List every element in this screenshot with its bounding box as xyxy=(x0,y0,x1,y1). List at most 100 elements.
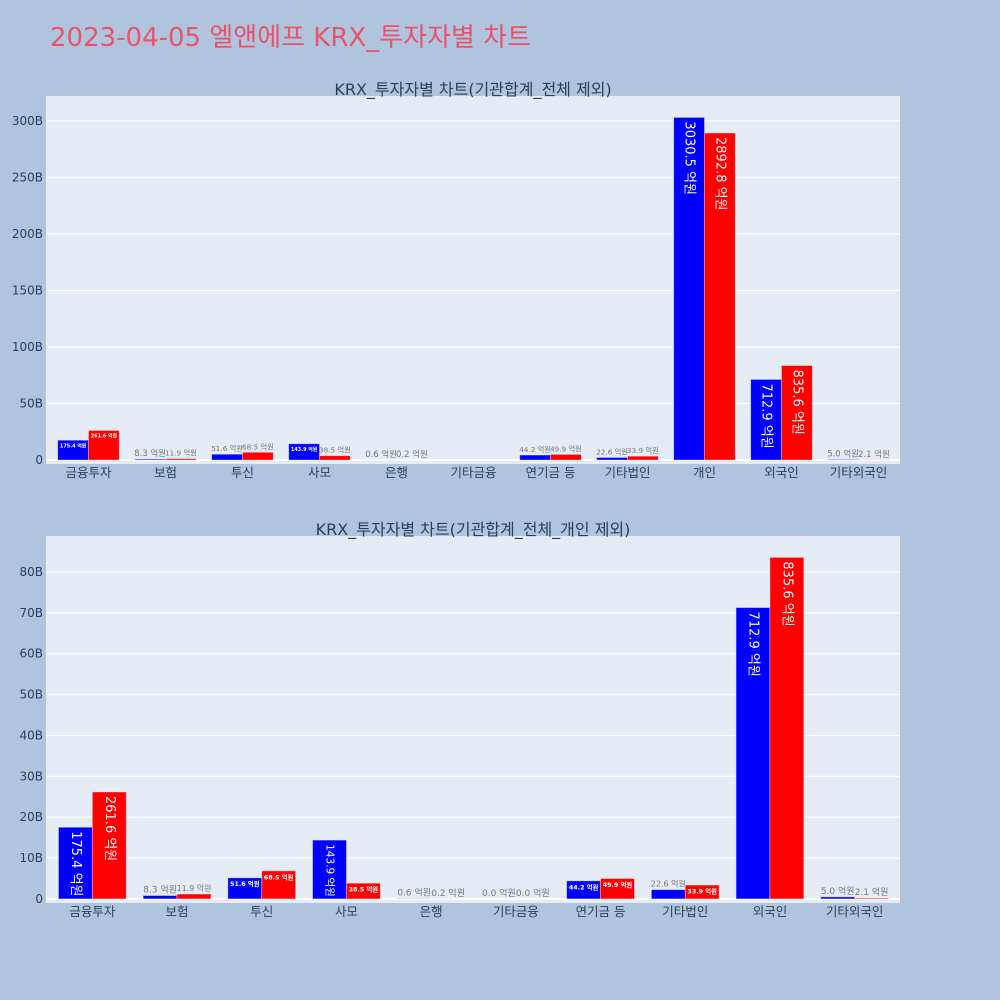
bar-value-label: 8.3 억원 xyxy=(143,884,177,896)
x-tick-label: 기타외국인 xyxy=(830,465,888,480)
y-tick-label: 50B xyxy=(19,688,43,702)
x-tick-label: 기타외국인 xyxy=(826,904,884,919)
chart-title: KRX_투자자별 차트(기관합계_전체_개인 제외) xyxy=(316,520,631,540)
bar-value-label: 175.4 억원 xyxy=(68,831,83,896)
bar-value-label: 68.5 억원 xyxy=(242,442,274,451)
y-tick-label: 50B xyxy=(19,397,43,411)
bar-value-label: 2.1 억원 xyxy=(858,449,890,459)
bar-value-label: 44.2 억원 xyxy=(569,882,599,891)
bar-value-label: 11.9 억원 xyxy=(165,449,197,458)
x-tick-label: 외국인 xyxy=(764,465,799,480)
bar-value-label: 712.9 억원 xyxy=(746,612,761,677)
chart-title: KRX_투자자별 차트(기관합계_전체 제외) xyxy=(334,80,611,100)
bar-value-label: 0.6 억원 xyxy=(365,449,397,459)
x-tick-label: 연기금 등 xyxy=(576,904,626,919)
y-tick-label: 80B xyxy=(19,565,43,579)
y-tick-label: 0 xyxy=(35,892,43,906)
bar-red xyxy=(854,897,889,900)
bar-red xyxy=(261,870,297,900)
chart-investor-excl-total: KRX_투자자별 차트(기관합계_전체 제외) 0 50B 100B 150B 200B 2… xyxy=(12,80,900,480)
bar-value-label: 51.6 억원 xyxy=(211,444,243,453)
bar-red xyxy=(704,132,736,461)
bar-red xyxy=(600,878,635,900)
bar-blue xyxy=(750,379,782,461)
bar-value-label: 22.6 억원 xyxy=(651,879,686,889)
bar-blue xyxy=(519,454,551,461)
bar-value-label: 44.2 억원 xyxy=(519,445,551,454)
bar-value-label: 22.6 억원 xyxy=(596,447,628,456)
bar-value-label: 261.6 억원 xyxy=(102,796,117,861)
bar-blue xyxy=(312,839,347,900)
bar-value-label: 49.9 억원 xyxy=(550,444,582,453)
x-tick-label: 기타법인 xyxy=(662,904,708,919)
bar-value-label: 51.6 억원 xyxy=(230,879,260,888)
x-tick-label: 금융투자 xyxy=(65,465,112,480)
bar-blue xyxy=(596,457,628,461)
page-title: 2023-04-05 엘앤에프 KRX_투자자별 차트 xyxy=(50,23,532,53)
bar-value-label: 143.9 억원 xyxy=(291,446,318,453)
bar-blue xyxy=(735,607,771,900)
bar-red xyxy=(627,455,659,461)
bar-value-label: 835.6 억원 xyxy=(789,370,804,435)
x-tick-label: 은행 xyxy=(420,904,443,919)
x-tick-label: 기타금융 xyxy=(450,465,496,480)
x-tick-label: 사모 xyxy=(308,465,331,480)
y-tick-label: 100B xyxy=(12,340,43,354)
y-tick-label: 200B xyxy=(12,227,43,241)
bar-red xyxy=(769,557,805,900)
bar-red xyxy=(781,365,813,461)
y-tick-label: 70B xyxy=(19,606,43,620)
y-tick-label: 30B xyxy=(19,769,43,783)
bar-red xyxy=(242,451,274,461)
bar-value-label: 0.0 억원 xyxy=(482,887,516,899)
bar-blue xyxy=(134,458,166,461)
bar-blue xyxy=(827,459,859,461)
bar-value-label: 835.6 억원 xyxy=(779,561,794,626)
bar-red xyxy=(165,458,197,461)
bar-value-label: 49.9 억원 xyxy=(603,880,633,889)
x-tick-label: 금융투자 xyxy=(69,904,116,919)
y-tick-label: 40B xyxy=(19,728,43,742)
bar-value-label: 0.0 억원 xyxy=(516,887,550,899)
x-tick-label: 기타금융 xyxy=(493,904,539,919)
bar-value-label: 143.9 억원 xyxy=(324,844,336,897)
y-tick-label: 60B xyxy=(19,647,43,661)
bar-value-label: 2892.8 억원 xyxy=(712,137,727,211)
x-tick-label: 보험 xyxy=(166,904,189,919)
y-tick-label: 20B xyxy=(19,810,43,824)
bar-value-label: 712.9 억원 xyxy=(759,383,774,448)
bar-value-label: 38.5 억원 xyxy=(319,446,351,455)
x-tick-label: 외국인 xyxy=(753,904,788,919)
x-tick-label: 기타법인 xyxy=(604,465,650,480)
bar-red xyxy=(319,455,351,461)
bar-red xyxy=(88,430,120,461)
bar-value-label: 0.2 억원 xyxy=(396,449,428,459)
bar-value-label: 2.1 억원 xyxy=(855,886,889,898)
bar-value-label: 33.9 억원 xyxy=(627,446,659,455)
x-tick-label: 은행 xyxy=(385,465,408,480)
bar-blue xyxy=(211,453,243,461)
x-tick-label: 투신 xyxy=(250,904,273,919)
bar-red xyxy=(346,882,381,900)
bar-value-label: 38.5 억원 xyxy=(349,885,379,894)
chart-investor-excl-individual: KRX_투자자별 차트(기관합계_전체_개인 제외) 0 10B 20B 30B 40B 5… xyxy=(19,520,900,919)
bar-value-label: 68.5 억원 xyxy=(264,872,294,881)
bar-value-label: 175.4 억원 xyxy=(60,442,87,449)
bar-red xyxy=(550,454,582,461)
y-tick-label: 10B xyxy=(19,851,43,865)
x-tick-label: 개인 xyxy=(693,465,716,480)
bar-value-label: 33.9 억원 xyxy=(687,886,717,895)
y-tick-label: 250B xyxy=(12,170,43,184)
bar-blue xyxy=(820,896,856,900)
y-tick-label: 150B xyxy=(12,283,43,297)
x-tick-label: 연기금 등 xyxy=(526,465,576,480)
bar-value-label: 11.9 억원 xyxy=(177,883,212,893)
y-tick-label: 300B xyxy=(12,114,43,128)
y-tick-label: 0 xyxy=(35,453,43,467)
bar-blue xyxy=(650,889,686,900)
bar-red xyxy=(176,893,212,900)
x-tick-label: 사모 xyxy=(335,904,358,919)
x-tick-label: 투신 xyxy=(231,465,254,480)
x-tick-label: 보험 xyxy=(154,465,177,480)
bar-value-label: 0.6 억원 xyxy=(397,887,431,899)
